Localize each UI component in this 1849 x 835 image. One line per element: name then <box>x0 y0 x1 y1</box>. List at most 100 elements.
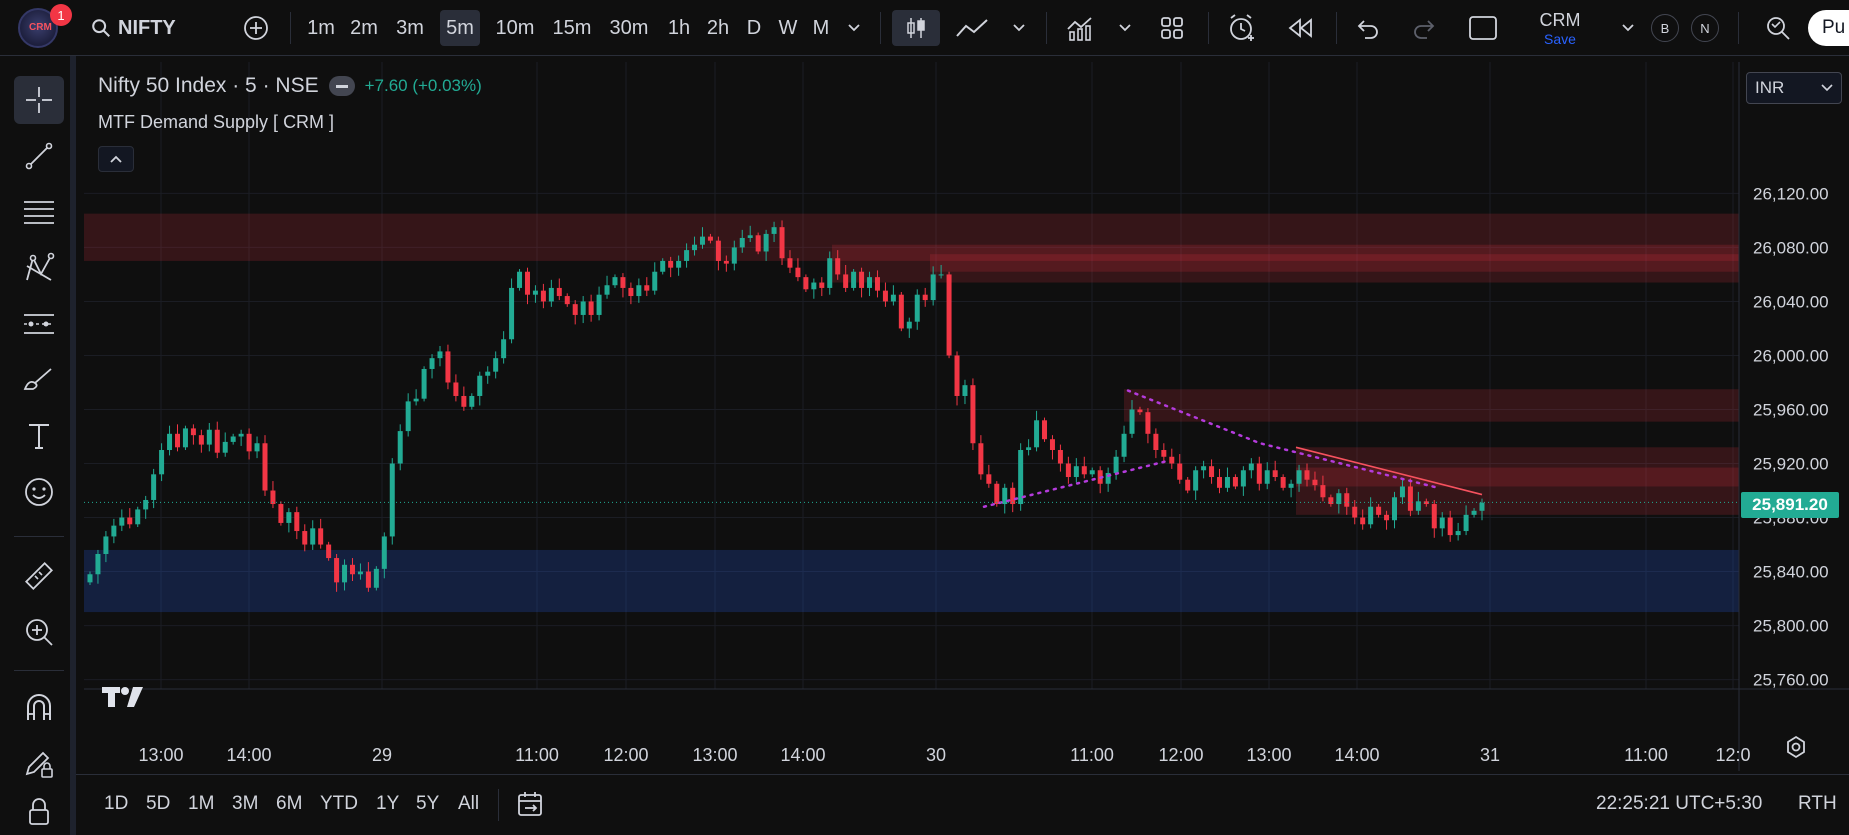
chart-settings-button[interactable] <box>1784 735 1808 765</box>
text-tool[interactable] <box>14 412 64 460</box>
symbol-search[interactable]: NIFTY <box>90 10 200 46</box>
candle-body <box>1415 501 1421 511</box>
candles-icon <box>907 18 925 38</box>
clock-timezone[interactable]: 22:25:21 UTC+5:30 <box>1596 793 1763 814</box>
candle-body <box>1479 502 1485 511</box>
rewind-icon <box>1288 18 1312 38</box>
redo-button[interactable] <box>1408 10 1440 46</box>
supply-zone <box>84 213 1739 261</box>
layout-selector[interactable]: CRM Save <box>1530 10 1590 46</box>
candle-body <box>1455 531 1461 536</box>
timeframe-5m[interactable]: 5m <box>440 10 480 46</box>
timeframe-dropdown[interactable] <box>842 10 866 46</box>
candle-body <box>970 385 976 444</box>
range-ytd[interactable]: YTD <box>320 793 358 814</box>
brush-tool[interactable] <box>14 356 64 404</box>
candle-body <box>1121 433 1127 457</box>
goto-date-button[interactable] <box>516 789 546 825</box>
line-type-dropdown[interactable] <box>1008 10 1030 46</box>
candle-body <box>986 474 992 484</box>
timeframe-10m[interactable]: 10m <box>495 16 535 39</box>
undo-button[interactable] <box>1352 10 1384 46</box>
range-1m[interactable]: 1M <box>188 793 215 814</box>
timeframe-1m[interactable]: 1m <box>307 16 335 39</box>
tradingview-logo[interactable] <box>100 684 146 718</box>
candle-body <box>660 260 666 272</box>
pattern-tool[interactable] <box>14 244 64 292</box>
forecast-tool[interactable] <box>14 300 64 348</box>
candles-chart-type-button[interactable] <box>892 10 940 46</box>
indicators-dropdown[interactable] <box>1114 10 1136 46</box>
candle-body <box>111 525 117 537</box>
candle-body <box>1193 470 1199 491</box>
session-toggle[interactable]: RTH <box>1798 793 1837 814</box>
candle-body <box>318 528 324 545</box>
candle-body <box>739 237 745 248</box>
timeframe-1h[interactable]: 1h <box>667 16 691 39</box>
candle-body <box>254 443 260 452</box>
timeframe-W[interactable]: W <box>778 16 798 39</box>
chart-area[interactable]: 26,120.00 26,080.00 26,040.00 26,000.00 25,9… <box>84 62 1849 771</box>
candle-body <box>811 282 817 290</box>
range-6m[interactable]: 6M <box>276 793 303 814</box>
range-5d[interactable]: 5D <box>146 793 171 814</box>
range-3m[interactable]: 3M <box>232 793 259 814</box>
candle-body <box>365 571 371 588</box>
fib-tool[interactable] <box>14 188 64 236</box>
candle-body <box>477 375 483 396</box>
crosshair-tool[interactable] <box>14 76 64 124</box>
timeframe-D[interactable]: D <box>746 16 762 39</box>
candle-body <box>174 433 180 448</box>
candle-body <box>1105 472 1111 484</box>
lock-all-tool[interactable] <box>14 796 64 834</box>
fullscreen-button[interactable] <box>1466 10 1500 46</box>
magnet-tool[interactable] <box>14 684 64 732</box>
candle-body <box>326 544 332 559</box>
timeframe-2h[interactable]: 2h <box>706 16 730 39</box>
candle-body <box>1049 439 1055 451</box>
candle-body <box>556 287 562 297</box>
timeframe-M[interactable]: M <box>812 16 830 39</box>
range-5y[interactable]: 5Y <box>416 793 440 814</box>
timeframe-30m[interactable]: 30m <box>609 16 649 39</box>
range-all[interactable]: All <box>458 793 480 814</box>
candle-body <box>342 564 348 583</box>
lock-drawings-tool[interactable] <box>14 740 64 788</box>
candle-body <box>198 435 204 445</box>
publish-button[interactable]: Pu <box>1808 10 1849 46</box>
price-tick-label: 26,040.00 <box>1753 292 1829 311</box>
chevron-down-icon <box>1821 84 1833 92</box>
time-tick-label: 13:00 <box>138 745 183 765</box>
collapse-indicators-button[interactable] <box>98 146 134 172</box>
trendline-tool[interactable] <box>14 132 64 180</box>
measure-tool[interactable] <box>14 552 64 600</box>
quick-search-button[interactable] <box>1762 10 1794 46</box>
compare-button[interactable] <box>240 10 272 46</box>
buy-button[interactable]: B <box>1651 14 1679 42</box>
candle-body <box>882 290 888 302</box>
currency-selector[interactable]: INR <box>1746 72 1842 104</box>
candle-body <box>1384 514 1390 521</box>
sell-button[interactable]: N <box>1691 14 1719 42</box>
emoji-tool[interactable] <box>14 468 64 516</box>
chart-background <box>84 62 1739 689</box>
layout-dropdown[interactable] <box>1618 10 1638 46</box>
range-1d[interactable]: 1D <box>104 793 129 814</box>
alert-button[interactable] <box>1224 10 1260 46</box>
forecast-icon <box>24 314 54 334</box>
timeframe-15m[interactable]: 15m <box>552 16 592 39</box>
price-tick-label: 25,960.00 <box>1753 400 1829 419</box>
range-1y[interactable]: 1Y <box>376 793 400 814</box>
candle-body <box>1280 477 1286 488</box>
layout-grid-button[interactable] <box>1156 10 1188 46</box>
indicator-label[interactable]: MTF Demand Supply [ CRM ] <box>98 112 335 132</box>
symbol-title[interactable]: Nifty 50 Index · 5 · NSE <box>98 74 319 97</box>
timeframe-2m[interactable]: 2m <box>350 16 378 39</box>
indicators-button[interactable] <box>1062 10 1098 46</box>
replay-button[interactable] <box>1282 10 1318 46</box>
zoom-tool[interactable] <box>14 608 64 656</box>
price-chart[interactable]: 26,120.00 26,080.00 26,040.00 26,000.00 25,9… <box>84 62 1849 771</box>
legend-collapse-icon[interactable] <box>328 76 355 96</box>
indicators-line-button[interactable] <box>952 10 992 46</box>
timeframe-3m[interactable]: 3m <box>396 16 424 39</box>
